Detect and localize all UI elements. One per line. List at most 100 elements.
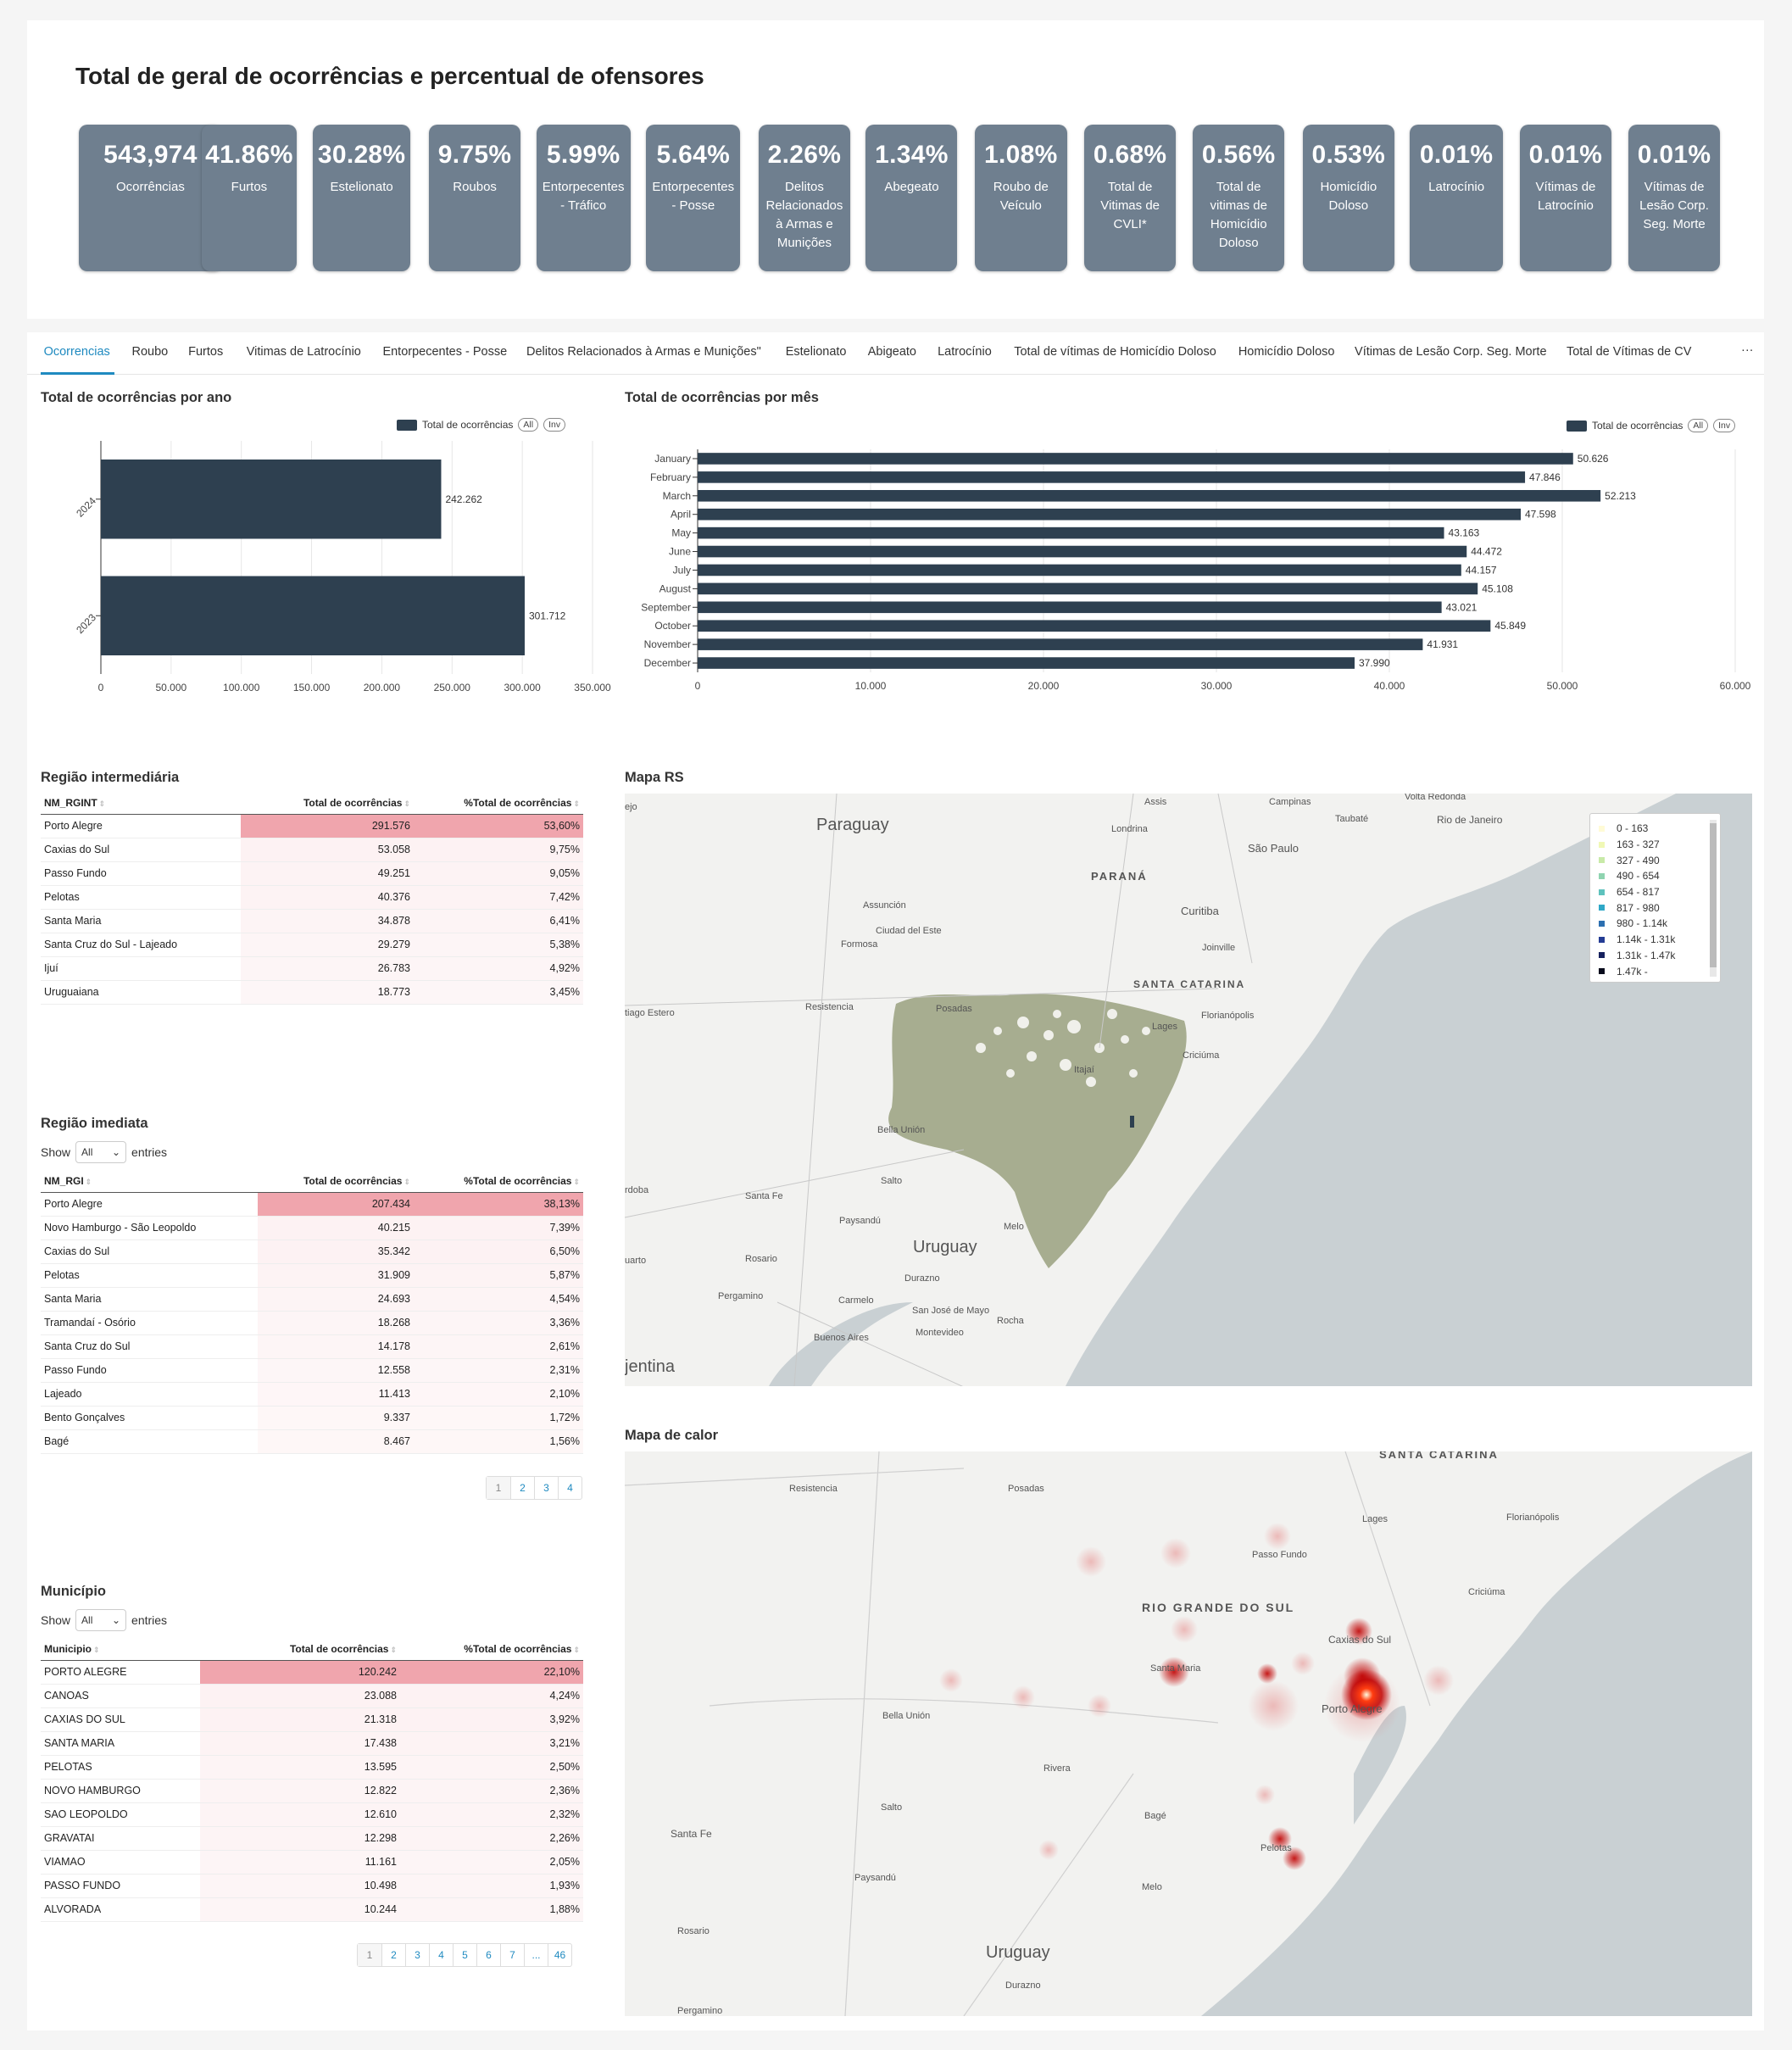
sort-icon[interactable]: ⇕ [573, 1645, 580, 1654]
table-row[interactable]: Ijuí 26.783 4,92% [41, 956, 583, 981]
table-row[interactable]: SAO LEOPOLDO 12.610 2,32% [41, 1802, 583, 1827]
table-row[interactable]: Caxias do Sul 35.342 6,50% [41, 1239, 583, 1264]
page-button[interactable]: ... [524, 1944, 548, 1966]
table-row[interactable]: Pelotas 31.909 5,87% [41, 1263, 583, 1288]
map-rs-legend[interactable]: 0 - 163 163 - 327 327 - 490 490 - 654 654 - … [1589, 813, 1721, 983]
table-row[interactable]: Tramandaí - Osório 18.268 3,36% [41, 1311, 583, 1335]
choropleth-map[interactable]: Paraguay Uruguay jentina PARANÁ SANTA CATARI… [625, 794, 1752, 1386]
legend-entry[interactable]: 327 - 490 [1599, 852, 1711, 868]
table-row[interactable]: ALVORADA 10.244 1,88% [41, 1897, 583, 1922]
tab-entorpecentes-posse[interactable]: Entorpecentes - Posse [382, 345, 508, 359]
legend-all-button[interactable]: All [518, 418, 539, 432]
column-header[interactable]: NM_RGINT ⇕ [41, 792, 241, 815]
table-row[interactable]: Santa Cruz do Sul 14.178 2,61% [41, 1334, 583, 1359]
page-button[interactable]: 3 [405, 1944, 429, 1966]
column-header[interactable]: Total de ocorrências ⇕ [200, 1638, 400, 1661]
tab-total-de-vítimas-de-homicídio-doloso[interactable]: Total de vítimas de Homicídio Doloso [1014, 345, 1216, 359]
legend-entry[interactable]: 1.31k - 1.47k [1599, 948, 1711, 964]
table-row[interactable]: Uruguaiana 18.773 3,45% [41, 980, 583, 1005]
tab-estelionato[interactable]: Estelionato [785, 345, 847, 359]
legend-entry[interactable]: 654 - 817 [1599, 884, 1711, 900]
entries-select[interactable]: All ⌄ [75, 1141, 127, 1163]
tab-total-de-vítimas-de-cv[interactable]: Total de Vítimas de CV [1566, 345, 1692, 359]
page-button[interactable]: 7 [500, 1944, 524, 1966]
table-row[interactable]: Porto Alegre 207.434 38,13% [41, 1192, 583, 1217]
tab-abigeato[interactable]: Abigeato [867, 345, 916, 359]
tab-homicídio-doloso[interactable]: Homicídio Doloso [1238, 345, 1335, 359]
legend-entry[interactable]: 817 - 980 [1599, 900, 1711, 916]
column-header[interactable]: %Total de ocorrências ⇕ [414, 1170, 583, 1193]
table-row[interactable]: VIAMAO 11.161 2,05% [41, 1850, 583, 1875]
tab-latrocínio[interactable]: Latrocínio [938, 345, 992, 359]
page-button[interactable]: 1 [487, 1477, 510, 1499]
sort-icon[interactable]: ⇕ [390, 1645, 397, 1654]
legend-all-button[interactable]: All [1688, 419, 1709, 432]
legend-scrollbar[interactable] [1710, 820, 1717, 977]
sort-icon[interactable]: ⇕ [573, 1177, 580, 1186]
tab-ocorrencias[interactable]: Ocorrencias [43, 345, 110, 359]
page-button[interactable]: 4 [558, 1477, 582, 1499]
table-row[interactable]: CAXIAS DO SUL 21.318 3,92% [41, 1707, 583, 1732]
column-header[interactable]: Total de ocorrências ⇕ [241, 792, 414, 815]
legend-entry[interactable]: 163 - 327 [1599, 837, 1711, 853]
legend-entry[interactable]: 0 - 163 [1599, 821, 1711, 837]
sort-icon[interactable]: ⇕ [85, 1177, 92, 1186]
table-row[interactable]: SANTA MARIA 17.438 3,21% [41, 1731, 583, 1756]
table-row[interactable]: PASSO FUNDO 10.498 1,93% [41, 1874, 583, 1898]
table-row[interactable]: Bento Gonçalves 9.337 1,72% [41, 1406, 583, 1430]
tab-roubo[interactable]: Roubo [131, 345, 169, 359]
legend-entry[interactable]: 490 - 654 [1599, 868, 1711, 884]
tab-vitimas-de-latrocínio[interactable]: Vitimas de Latrocínio [246, 345, 361, 359]
table-row[interactable]: NOVO HAMBURGO 12.822 2,36% [41, 1779, 583, 1803]
table-row[interactable]: Caxias do Sul 53.058 9,75% [41, 838, 583, 862]
legend-invert-button[interactable]: Inv [1713, 419, 1736, 432]
legend-swatch[interactable] [397, 419, 417, 431]
page-button[interactable]: 46 [548, 1944, 571, 1966]
legend-label[interactable]: Total de ocorrências [422, 419, 514, 431]
table-row[interactable]: Bagé 8.467 1,56% [41, 1429, 583, 1454]
column-header[interactable]: Municipio ⇕ [41, 1638, 200, 1661]
sort-icon[interactable]: ⇕ [98, 799, 106, 808]
legend-entry[interactable]: 980 - 1.14k [1599, 916, 1711, 932]
page-button[interactable]: 2 [381, 1944, 405, 1966]
tab-vítimas-de-lesão-corp-seg-morte[interactable]: Vítimas de Lesão Corp. Seg. Morte [1355, 345, 1547, 359]
table-row[interactable]: PORTO ALEGRE 120.242 22,10% [41, 1660, 583, 1685]
entries-select[interactable]: All ⌄ [75, 1609, 127, 1631]
page-button[interactable]: 6 [476, 1944, 500, 1966]
table-row[interactable]: Pelotas 40.376 7,42% [41, 885, 583, 910]
sort-icon[interactable]: ⇕ [573, 799, 580, 808]
page-button[interactable]: 4 [429, 1944, 453, 1966]
tab-furtos[interactable]: Furtos [188, 345, 224, 359]
table-row[interactable]: Lajeado 11.413 2,10% [41, 1382, 583, 1407]
column-header[interactable]: %Total de ocorrências ⇕ [400, 1638, 583, 1661]
column-header[interactable]: NM_RGI ⇕ [41, 1170, 258, 1193]
sort-icon[interactable]: ⇕ [403, 799, 410, 808]
page-button[interactable]: 5 [453, 1944, 476, 1966]
heat-map[interactable]: SANTA CATARINA RIO GRANDE DO SUL Uruguay Re… [625, 1451, 1752, 2016]
page-button[interactable]: 3 [534, 1477, 558, 1499]
table-row[interactable]: GRAVATAI 12.298 2,26% [41, 1826, 583, 1851]
table-row[interactable]: Santa Maria 34.878 6,41% [41, 909, 583, 933]
table-row[interactable]: Passo Fundo 49.251 9,05% [41, 861, 583, 886]
table-row[interactable]: Passo Fundo 12.558 2,31% [41, 1358, 583, 1383]
table-row[interactable]: PELOTAS 13.595 2,50% [41, 1755, 583, 1780]
legend-invert-button[interactable]: Inv [543, 418, 566, 432]
page-button[interactable]: 2 [510, 1477, 534, 1499]
legend-label[interactable]: Total de ocorrências [1592, 420, 1683, 432]
legend-entry[interactable]: 1.47k - [1599, 963, 1711, 979]
table-row[interactable]: Novo Hamburgo - São Leopoldo 40.215 7,39% [41, 1216, 583, 1240]
legend-swatch[interactable] [1567, 420, 1587, 432]
more-tabs-icon[interactable]: ··· [1741, 343, 1754, 357]
y-category-label: December [644, 657, 691, 669]
tab-delitos-relacionados-à-armas-e-munições[interactable]: Delitos Relacionados à Armas e Munições" [526, 345, 761, 359]
table-row[interactable]: Santa Maria 24.693 4,54% [41, 1287, 583, 1312]
table-row[interactable]: CANOAS 23.088 4,24% [41, 1684, 583, 1708]
table-row[interactable]: Santa Cruz do Sul - Lajeado 29.279 5,38% [41, 933, 583, 957]
sort-icon[interactable]: ⇕ [93, 1645, 100, 1654]
column-header[interactable]: %Total de ocorrências ⇕ [414, 792, 583, 815]
sort-icon[interactable]: ⇕ [403, 1177, 410, 1186]
legend-entry[interactable]: 1.14k - 1.31k [1599, 932, 1711, 948]
page-button[interactable]: 1 [358, 1944, 381, 1966]
column-header[interactable]: Total de ocorrências ⇕ [258, 1170, 414, 1193]
table-row[interactable]: Porto Alegre 291.576 53,60% [41, 814, 583, 838]
